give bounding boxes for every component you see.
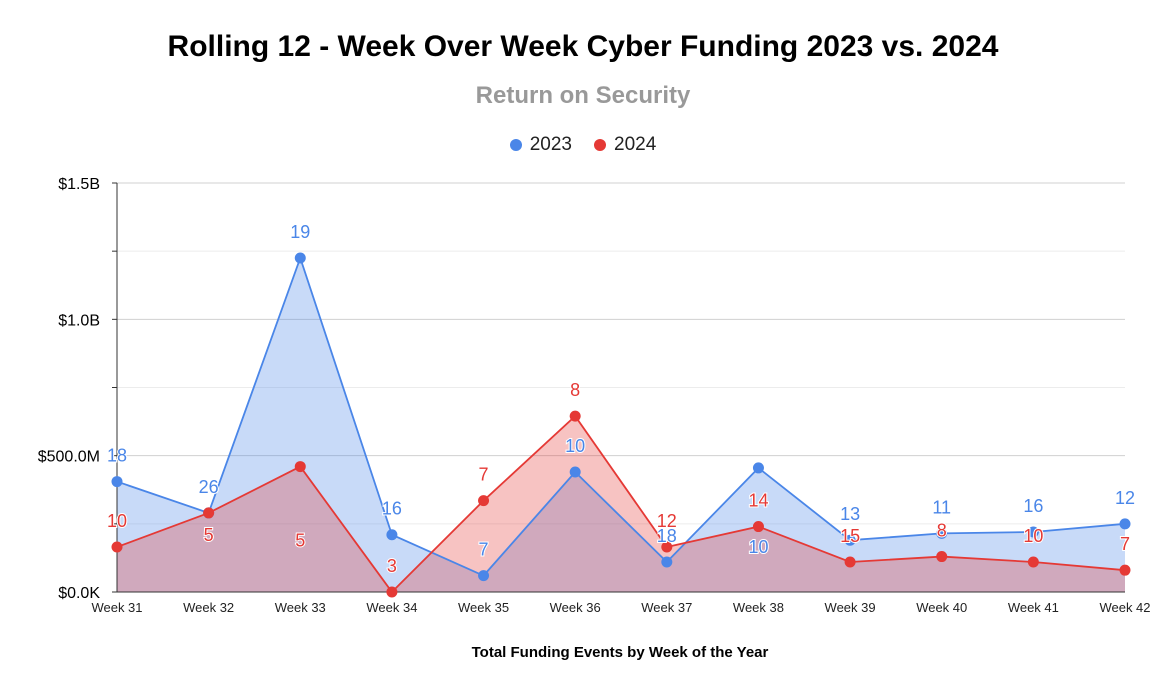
data-label-2023: 7 [479, 540, 489, 560]
data-label-2023: 16 [382, 499, 402, 519]
chart-subtitle: Return on Security [475, 82, 691, 109]
data-label-2024: 12 [657, 511, 677, 531]
data-label-2023: 19 [290, 222, 310, 242]
data-label-2024: 8 [937, 521, 947, 541]
x-tick-label: Week 33 [275, 600, 326, 615]
data-label-2024: 15 [840, 526, 860, 546]
chart-title: Rolling 12 - Week Over Week Cyber Fundin… [167, 30, 999, 63]
x-tick-label: Week 38 [733, 600, 784, 615]
x-axis-title: Total Funding Events by Week of the Year [471, 644, 769, 661]
data-label-2023: 26 [199, 477, 219, 497]
data-point-2024 [478, 495, 490, 507]
data-point-2023 [844, 534, 856, 546]
data-point-2023 [936, 527, 948, 539]
data-point-2024 [1119, 564, 1131, 576]
data-point-2023 [1027, 526, 1039, 538]
data-label-2023: 16 [1023, 496, 1043, 516]
area-2023 [117, 257, 1125, 592]
data-label-2024: 8 [570, 380, 580, 400]
x-tick-label: Week 34 [366, 600, 417, 615]
y-tick-label: $1.0B [58, 312, 100, 329]
data-label-2024: 14 [748, 491, 768, 511]
x-tick-label: Week 35 [458, 600, 509, 615]
y-tick-label: $1.5B [58, 176, 100, 193]
data-label-2024: 10 [1023, 526, 1043, 546]
legend-marker-2024 [594, 139, 606, 151]
data-point-2024 [752, 521, 764, 533]
data-point-2023 [752, 462, 764, 474]
data-point-2024 [1027, 556, 1039, 568]
data-label-2023: 11 [932, 497, 951, 517]
data-point-2023 [569, 466, 581, 478]
x-tick-label: Week 32 [183, 600, 234, 615]
data-point-2024 [661, 541, 673, 553]
legend-item-2024[interactable]: 2024 [594, 134, 656, 156]
data-point-2024 [294, 461, 306, 473]
data-point-2024 [386, 586, 398, 598]
data-label-2024: 5 [295, 531, 305, 551]
legend-label-2024: 2024 [614, 134, 657, 155]
series-line-2024 [116, 414, 1126, 594]
x-tick-label: Week 31 [91, 600, 142, 615]
data-label-2023: 13 [840, 504, 860, 524]
x-tick-label: Week 36 [550, 600, 601, 615]
data-point-2024 [111, 541, 123, 553]
x-tick-label: Week 40 [916, 600, 967, 615]
data-point-2024 [569, 410, 581, 422]
data-point-2024 [844, 556, 856, 568]
data-label-2024: 7 [479, 465, 489, 485]
x-tick-label: Week 37 [641, 600, 692, 615]
data-point-2023 [386, 529, 398, 541]
data-point-2023 [478, 570, 490, 582]
data-point-2023 [294, 252, 306, 264]
x-tick-label: Week 42 [1099, 600, 1150, 615]
x-tick-label: Week 39 [825, 600, 876, 615]
data-label-2023: 18 [657, 526, 677, 546]
data-point-2024 [936, 551, 948, 563]
data-label-2023: 10 [748, 537, 768, 557]
legend-marker-2023 [509, 139, 522, 151]
x-tick-label: Week 41 [1008, 600, 1059, 615]
data-label-2024: 7 [1120, 534, 1130, 554]
legend-label-2023: 2023 [529, 134, 572, 155]
data-point-2023 [661, 556, 673, 568]
data-label-2024: 5 [204, 525, 214, 545]
legend-item-2023[interactable]: 2023 [509, 134, 572, 156]
series-line-2023 [116, 255, 1126, 577]
data-label-2023: 18 [107, 446, 127, 466]
data-point-2024 [203, 507, 215, 519]
data-label-2023: 10 [565, 436, 585, 456]
data-point-2023 [1119, 518, 1131, 530]
y-tick-label: $0.0K [58, 585, 100, 602]
area-2024 [117, 416, 1125, 592]
data-label-2024: 10 [107, 511, 127, 531]
data-point-2023 [111, 476, 123, 488]
legend: 2023 2024 [0, 134, 1166, 156]
y-tick-label: $500.0M [38, 449, 100, 466]
data-label-2024: 3 [387, 556, 397, 576]
data-label-2023: 12 [1115, 488, 1135, 508]
